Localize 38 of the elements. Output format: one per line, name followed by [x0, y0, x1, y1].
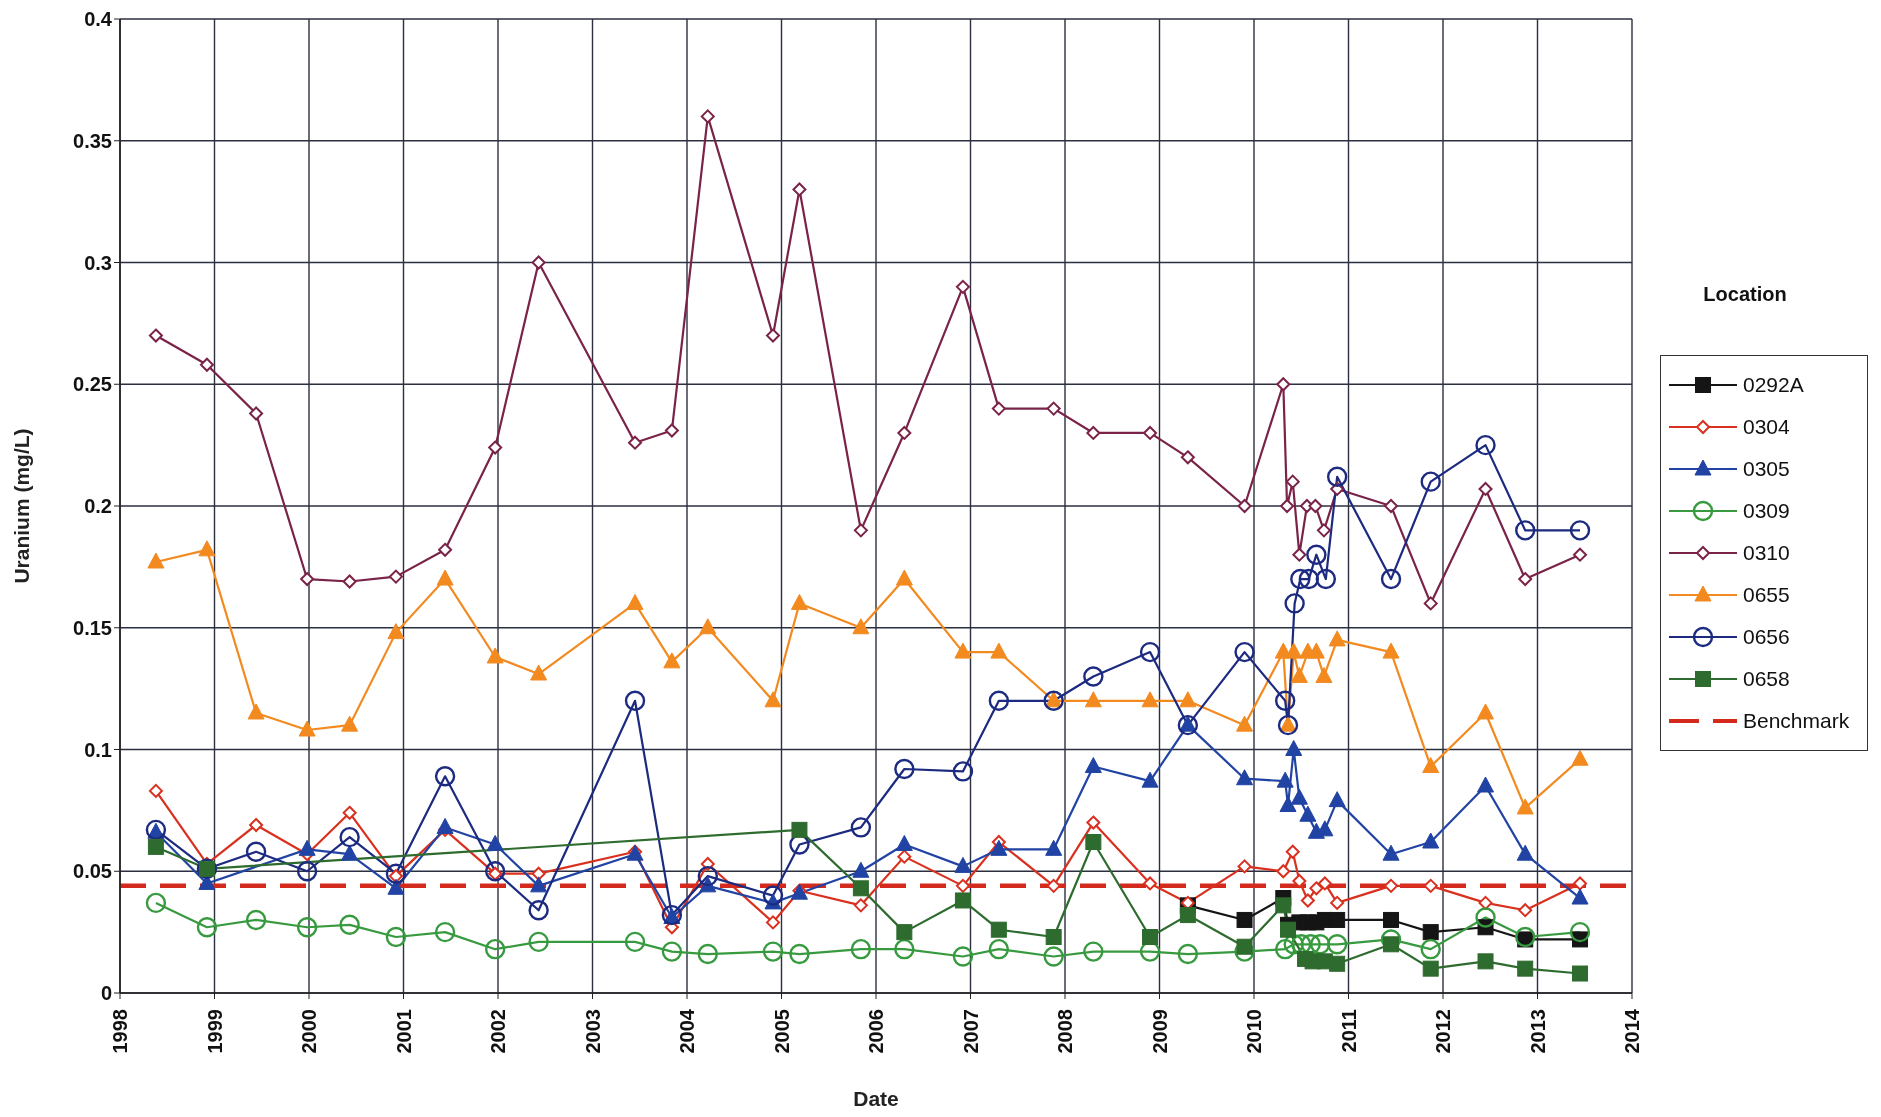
x-tick-label: 1998: [109, 1009, 131, 1054]
legend-label: 0292A: [1743, 373, 1804, 397]
y-tick-label: 0.2: [84, 495, 112, 518]
y-tick-label: 0.35: [73, 129, 112, 152]
x-tick-label: 2013: [1526, 1009, 1549, 1054]
x-tick-label: 2005: [770, 1009, 793, 1054]
x-tick-label: 2006: [865, 1009, 887, 1054]
x-axis-title: Date: [853, 1087, 899, 1110]
legend-label: 0305: [1743, 457, 1790, 481]
legend-label: 0309: [1743, 499, 1790, 523]
y-axis-title: Uranium (mg/L): [10, 428, 34, 584]
y-tick-label: 0.3: [84, 251, 112, 274]
x-tick-label: 2007: [959, 1009, 982, 1054]
x-tick-label: 2009: [1148, 1009, 1171, 1054]
x-tick-label: 2001: [392, 1009, 415, 1054]
y-tick-label: 0.05: [73, 860, 112, 883]
legend-label: 0304: [1743, 415, 1790, 439]
y-tick-label: 0.25: [73, 373, 112, 396]
y-tick-label: 0.15: [73, 616, 112, 639]
x-tick-label: 2010: [1243, 1009, 1265, 1054]
x-tick-label: 2002: [487, 1009, 509, 1054]
legend-label: 0656: [1743, 625, 1790, 649]
x-tick-label: 2012: [1432, 1009, 1454, 1054]
x-tick-label: 1999: [203, 1009, 226, 1054]
x-tick-label: 2014: [1621, 1008, 1643, 1054]
x-tick-label: 2008: [1054, 1009, 1076, 1054]
legend-label: 0655: [1743, 583, 1790, 607]
legend-label: 0310: [1743, 541, 1790, 565]
x-tick-label: 2000: [298, 1009, 320, 1054]
y-tick-label: 0: [100, 982, 112, 1005]
y-tick-label: 0.1: [84, 738, 112, 761]
x-tick-label: 2011: [1337, 1009, 1360, 1053]
x-tick-label: 2004: [676, 1008, 698, 1054]
legend-label: 0658: [1743, 667, 1790, 691]
legend-title: Location: [1702, 283, 1788, 306]
legend-label: Benchmark: [1743, 709, 1850, 733]
x-tick-label: 2003: [581, 1009, 604, 1054]
y-tick-label: 0.4: [84, 8, 113, 31]
